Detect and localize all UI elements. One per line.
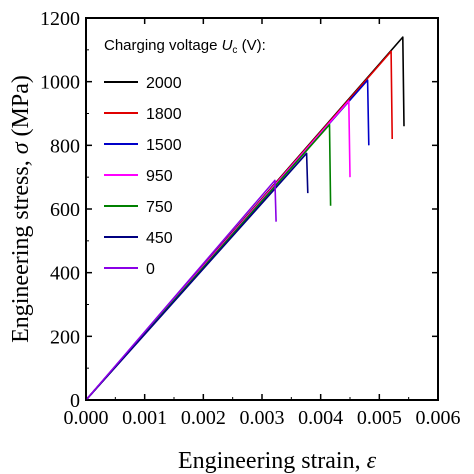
- y-tick-label: 800: [50, 135, 80, 157]
- legend-title-prefix: Charging voltage: [104, 37, 222, 54]
- legend-label: 950: [146, 168, 173, 185]
- series-layer: [85, 36, 405, 401]
- x-tick-label: 0.002: [181, 407, 226, 429]
- y-tick-label: 200: [50, 326, 80, 348]
- legend-title-symbol: U: [222, 37, 233, 54]
- y-tick-label: 1200: [40, 8, 80, 30]
- y-tick-label: 400: [50, 263, 80, 285]
- legend-label: 450: [146, 230, 173, 247]
- y-axis-title-symbol: σ: [8, 141, 34, 154]
- y-tick-label: 600: [50, 199, 80, 221]
- legend-label: 1500: [146, 137, 182, 154]
- axis-layer: 0.000 0.001 0.002 0.003 0.004 0.005 0.006 0 200 4…: [8, 8, 461, 474]
- legend-title-suffix: (V):: [237, 37, 265, 54]
- x-tick-label: 0.004: [298, 407, 343, 429]
- x-tick-label: 0.001: [122, 407, 167, 429]
- series-line-0: [85, 179, 277, 401]
- x-axis-title-symbol: ε: [367, 448, 377, 474]
- y-tick-label: 1000: [40, 72, 80, 94]
- legend-label: 750: [146, 199, 173, 216]
- legend-label: 2000: [146, 75, 182, 92]
- x-axis-title: Engineering strain, ε: [178, 448, 377, 474]
- x-tick-label: 0.003: [240, 407, 285, 429]
- x-tick-label: 0.005: [357, 407, 402, 429]
- x-axis-title-text: Engineering strain,: [178, 448, 367, 474]
- legend-label: 0: [146, 261, 155, 278]
- plot-border: [85, 17, 439, 401]
- legend-title: Charging voltage Uc (V):: [104, 37, 266, 56]
- x-tick-label: 0.000: [64, 407, 109, 429]
- legend: Charging voltage Uc (V): 2000 1800 1500 950 7…: [104, 37, 266, 278]
- series-line-450: [85, 152, 309, 401]
- legend-title-subscript: c: [232, 45, 237, 56]
- y-tick-label: 0: [70, 390, 80, 412]
- x-tick-label: 0.006: [416, 407, 461, 429]
- y-axis-title: Engineering stress, σ (MPa): [8, 75, 34, 343]
- y-axis-title-unit: (MPa): [8, 75, 34, 142]
- legend-label: 1800: [146, 106, 182, 123]
- y-axis-title-text: Engineering stress,: [8, 154, 34, 343]
- plot-area: [85, 17, 439, 401]
